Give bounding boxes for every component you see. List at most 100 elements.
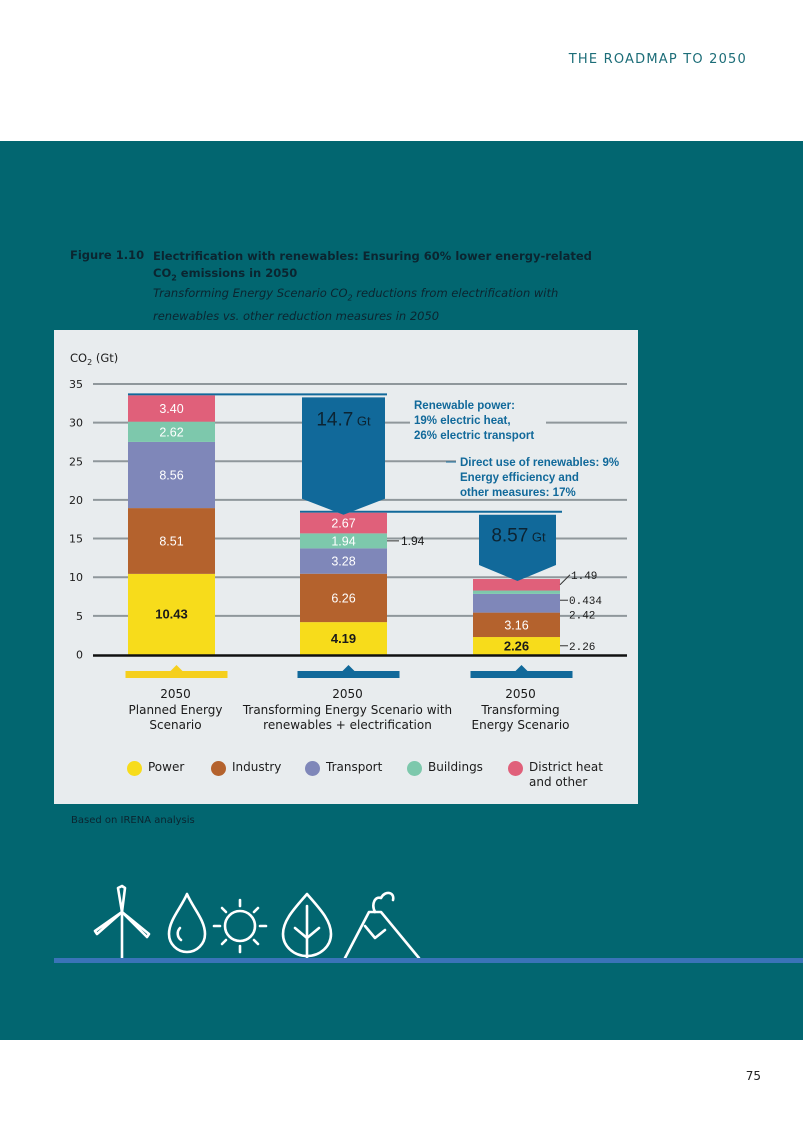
figure-subtitle: Transforming Energy Scenario CO2 reducti… [153,284,623,326]
water-drop-icon [167,892,207,954]
legend-label: District heat and other [529,760,603,789]
annotation-background [410,398,546,440]
bar-data-label: 3.28 [331,555,355,569]
chart-panel: CO2 (Gt) 0 5 10 15 20 25 30 35 10.43 8.51 8.56 2.62 3… [54,330,638,804]
bar-data-label: 2.42 [569,610,595,622]
bar-segment [128,421,215,442]
category-marker-caret-icon [341,665,356,672]
section-title: THE ROADMAP TO 2050 [568,52,747,67]
legend-swatch-icon [127,761,142,776]
category-name-label: Scenario [149,718,201,732]
reduction-arrow-icon [302,397,385,515]
leaf-icon [281,892,333,960]
category-marker [297,671,400,678]
page-number: 75 [745,1069,761,1083]
y-axis-title: CO2 (Gt) [70,351,118,367]
legend-swatch-icon [407,761,422,776]
bar-segment [473,590,560,594]
category-marker-caret-icon [169,665,184,672]
bar-segment [300,573,387,623]
bar-segment [473,637,560,655]
bar-data-label: 2.26 [504,638,529,653]
bar-data-label: 8.51 [159,534,183,548]
stacked-bar-chart: CO2 (Gt) 0 5 10 15 20 25 30 35 10.43 8.51 8.56 2.62 3… [69,351,628,732]
annotation-renewable-power: 19% electric heat, [414,415,511,427]
annotation-other-measures: Direct use of renewables: 9% [460,457,619,469]
bar-segment [473,593,560,613]
bar-data-label: 1.94 [401,534,425,548]
category-name-label: Transforming [480,703,559,717]
wind-turbine-icon [93,884,151,960]
bar-segment [128,508,215,574]
bar-data-label: 2.26 [569,642,595,654]
y-tick-label: 30 [69,417,83,430]
bar-segment [300,622,387,655]
divider-line [54,958,803,963]
legend-swatch-icon [211,761,226,776]
bar-data-label: 4.19 [331,631,356,646]
bar-segment [128,395,215,422]
annotation-background [456,454,628,498]
bar-data-label: 3.40 [159,402,183,416]
bar-segment [300,533,387,549]
bar-data-label: 1.94 [331,534,355,548]
reduction-value-label: 14.7 Gt [316,409,371,430]
category-year-label: 2050 [505,687,536,701]
legend-swatch-icon [508,761,523,776]
bar-segment [128,573,215,655]
bar-data-label: 10.43 [155,607,188,622]
bar-data-label: 8.56 [159,469,183,483]
figure-title-co: CO [153,266,172,280]
reduction-value-label: 8.57 Gt [491,526,546,547]
bar-data-label: 0.434 [569,596,602,608]
bar-segment [128,441,215,509]
bar-data-label: 2.62 [159,425,183,439]
bar-segment [473,612,560,638]
source-note: Based on IRENA analysis [71,815,195,826]
figure-subtitle-sub: 2 [347,293,353,303]
figure-title-line1: Electrification with renewables: Ensurin… [153,249,592,263]
category-name-label: Planned Energy [129,703,223,717]
category-marker [125,671,228,678]
legend-label: Transport [326,760,383,774]
leader-line [559,574,571,586]
bar-data-label: 1.49 [571,571,597,583]
annotation-renewable-power: 26% electric transport [414,430,534,442]
bar-data-label: 3.16 [504,618,528,632]
bar-segment [300,548,387,574]
category-name-label: Energy Scenario [472,718,570,732]
y-tick-label: 35 [69,378,83,391]
y-tick-label: 10 [69,571,83,584]
legend-label: Buildings [428,760,483,774]
legend-swatch-icon [305,761,320,776]
figure-label: Figure 1.10 [70,248,145,262]
category-year-label: 2050 [332,687,363,701]
y-tick-label: 20 [69,494,83,507]
legend-label: Industry [232,760,282,774]
bar-data-label: 6.26 [331,591,355,605]
chart-legend: Power Industry Transport Buildings District … [54,760,638,800]
figure-title-sub: 2 [171,273,177,283]
figure-subtitle-pre: Transforming Energy Scenario CO [153,286,348,300]
category-year-label: 2050 [160,687,191,701]
y-tick-label: 25 [69,455,83,468]
y-tick-label: 0 [76,649,83,662]
energy-icons-row [93,884,421,960]
category-name-label: renewables + electrification [263,718,432,732]
y-tick-label: 15 [69,533,83,546]
figure-title: Electrification with renewables: Ensurin… [153,248,623,286]
annotation-other-measures: Energy efficiency and [460,472,579,484]
category-marker [470,671,573,678]
category-name-label: Transforming Energy Scenario with [242,703,452,717]
bar-segment [473,579,560,591]
annotation-renewable-power: Renewable power: [414,400,515,412]
figure-subtitle-post: reductions from electrification with ren… [153,286,559,324]
volcano-icon [343,891,421,960]
annotation-other-measures: other measures: 17% [460,487,576,499]
sun-icon [212,898,268,954]
bar-segment [300,512,387,534]
bar-data-label: 2.67 [331,517,355,531]
reduction-arrow-icon [479,514,556,582]
legend-label: Power [148,760,185,774]
y-tick-label: 5 [76,610,83,623]
